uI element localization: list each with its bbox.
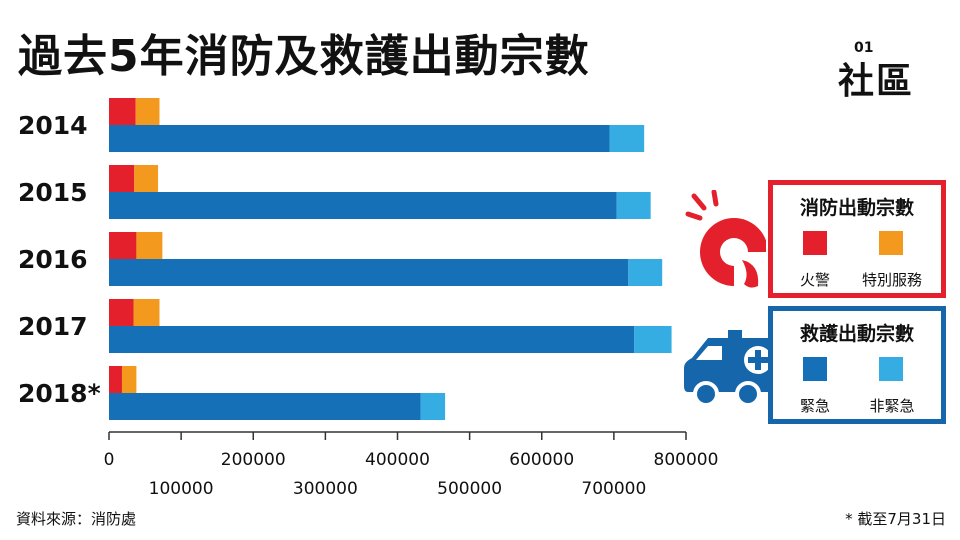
bar-special-4 bbox=[121, 366, 137, 393]
x-tick-label: 200000 bbox=[221, 450, 286, 470]
legend-swatch-emergency bbox=[803, 357, 827, 381]
legend-fire: 消防出動宗數 火警 特別服務 bbox=[768, 180, 946, 298]
legend-label-non-emergency: 非緊急 bbox=[869, 397, 915, 415]
category-label: 2016 bbox=[18, 245, 88, 274]
logo: 01 社區 bbox=[832, 40, 952, 120]
legend-label-emergency: 緊急 bbox=[799, 397, 830, 415]
x-tick-label: 700000 bbox=[581, 479, 646, 499]
bar-emergency-3 bbox=[109, 326, 635, 353]
footnote: * 截至7月31日 bbox=[845, 510, 946, 528]
legend-swatch-special bbox=[879, 231, 903, 255]
chart-title: 過去5年消防及救護出動宗數 bbox=[18, 31, 590, 82]
legend-label-fire: 火警 bbox=[799, 271, 830, 289]
bar-non-emergency-2 bbox=[628, 259, 663, 286]
legend-label-special: 特別服務 bbox=[861, 271, 922, 289]
legend-ambulance-title: 救護出動宗數 bbox=[799, 323, 914, 345]
bar-fire-3 bbox=[109, 299, 134, 326]
bar-non-emergency-0 bbox=[609, 125, 645, 152]
x-tick-label: 500000 bbox=[437, 479, 502, 499]
category-label: 2017 bbox=[18, 312, 88, 341]
bar-special-1 bbox=[134, 165, 159, 192]
siren-icon bbox=[685, 190, 766, 294]
x-tick-label: 300000 bbox=[293, 479, 358, 499]
category-label: 2015 bbox=[18, 178, 88, 207]
bar-emergency-2 bbox=[109, 259, 629, 286]
legend-swatch-fire bbox=[803, 231, 827, 255]
bar-emergency-4 bbox=[109, 393, 421, 420]
bar-fire-4 bbox=[109, 366, 122, 393]
logo-superscript: 01 bbox=[854, 40, 874, 56]
source-note: 資料來源：消防處 bbox=[16, 510, 137, 528]
x-tick-label: 100000 bbox=[149, 479, 214, 499]
bar-special-0 bbox=[135, 98, 160, 125]
bar-special-2 bbox=[136, 232, 163, 259]
bar-fire-0 bbox=[109, 98, 136, 125]
category-label: 2018* bbox=[18, 379, 101, 408]
x-tick-label: 400000 bbox=[365, 450, 430, 470]
legend-fire-title: 消防出動宗數 bbox=[799, 197, 914, 219]
bar-emergency-0 bbox=[109, 125, 610, 152]
x-tick-label: 600000 bbox=[509, 450, 574, 470]
x-tick-label: 0 bbox=[104, 450, 115, 470]
x-tick-label: 800000 bbox=[654, 450, 719, 470]
category-label: 2014 bbox=[18, 111, 88, 140]
bar-non-emergency-3 bbox=[634, 326, 672, 353]
bar-non-emergency-1 bbox=[616, 192, 651, 219]
bar-non-emergency-4 bbox=[420, 393, 446, 420]
bar-fire-2 bbox=[109, 232, 137, 259]
legend-ambulance: 救護出動宗數 緊急 非緊急 bbox=[768, 306, 946, 424]
legend-swatch-non-emergency bbox=[879, 357, 903, 381]
bar-special-3 bbox=[133, 299, 160, 326]
bar-fire-1 bbox=[109, 165, 135, 192]
ambulance-icon bbox=[684, 330, 770, 407]
bar-emergency-1 bbox=[109, 192, 617, 219]
logo-text: 社區 bbox=[838, 60, 915, 102]
